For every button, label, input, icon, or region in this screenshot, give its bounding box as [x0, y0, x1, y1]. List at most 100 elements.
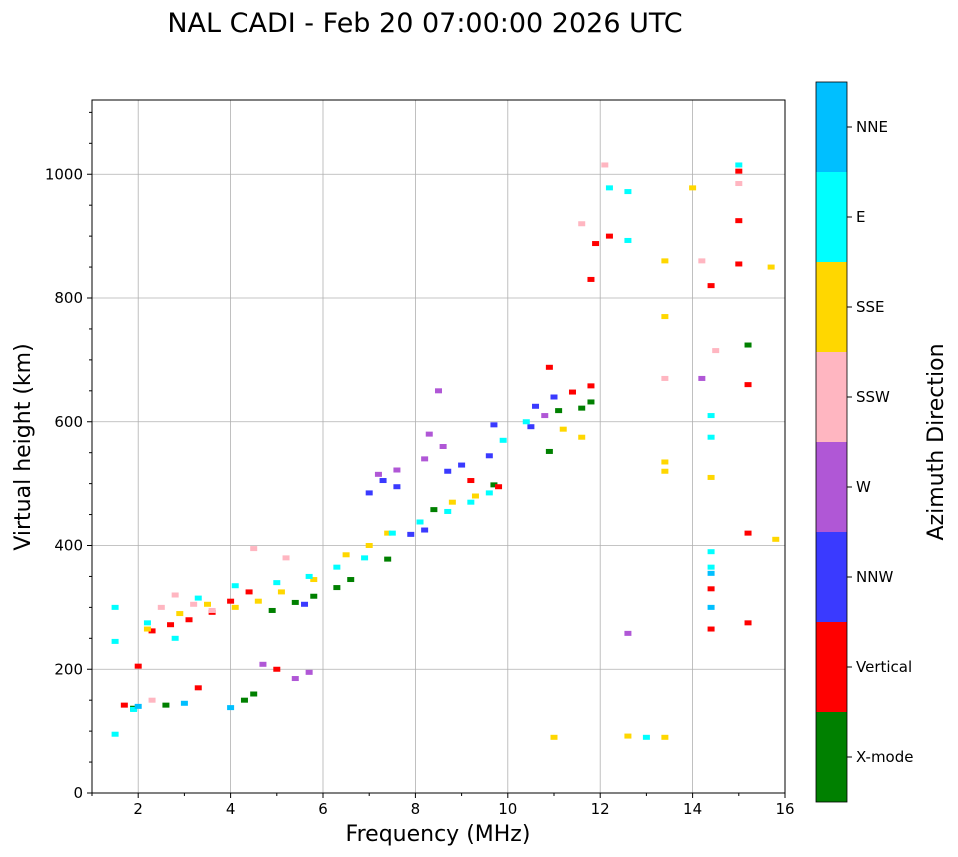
echo-point	[545, 448, 553, 454]
echo-point	[661, 258, 669, 264]
y-tick-label: 200	[54, 660, 83, 678]
plot-frame	[91, 99, 786, 794]
echo-point	[467, 478, 475, 484]
echo-point	[527, 424, 535, 430]
echo-point	[624, 733, 632, 739]
colorbar-tick-label: SSE	[856, 298, 885, 316]
echo-point	[458, 462, 466, 468]
series-nnw	[301, 394, 558, 607]
echo-point	[134, 663, 142, 669]
echo-point	[111, 731, 119, 737]
echo-point	[772, 536, 780, 542]
echo-point	[167, 622, 175, 628]
chart-title: NAL CADI - Feb 20 07:00:00 2026 UTC	[167, 8, 682, 39]
echo-point	[490, 482, 498, 488]
colorbar-label: Azimuth Direction	[924, 343, 949, 540]
echo-point	[707, 434, 715, 440]
colorbar-tick-label: NNW	[856, 568, 893, 586]
echo-point	[148, 697, 156, 703]
series-nne	[134, 570, 715, 711]
colorbar-segment	[816, 442, 847, 532]
echo-point	[333, 585, 341, 591]
echo-point	[208, 607, 216, 613]
echo-point	[194, 685, 202, 691]
echo-point	[587, 383, 595, 389]
echo-point	[744, 530, 752, 536]
echo-point	[259, 661, 267, 667]
series-ssw	[148, 162, 743, 703]
echo-point	[245, 589, 253, 595]
series-vertical	[120, 168, 752, 708]
colorbar-segment	[816, 82, 847, 172]
echo-point	[333, 564, 341, 570]
echo-point	[231, 604, 239, 610]
echo-point	[171, 592, 179, 598]
echo-point	[550, 734, 558, 740]
echo-point	[735, 168, 743, 174]
series-w	[259, 375, 706, 682]
echo-point	[282, 555, 290, 561]
echo-point	[435, 388, 442, 394]
echo-point	[661, 734, 669, 740]
echo-point	[707, 626, 715, 632]
series-sse	[143, 185, 780, 740]
echo-point	[342, 552, 350, 558]
echo-point	[143, 626, 151, 632]
echo-point	[185, 617, 193, 623]
echo-point	[190, 601, 198, 607]
echo-point	[393, 484, 401, 490]
echo-point	[194, 595, 202, 601]
x-tick-label: 14	[683, 800, 702, 818]
colorbar-segment	[816, 622, 847, 712]
echo-point	[698, 258, 706, 264]
echo-point	[545, 364, 553, 370]
series-e	[111, 162, 743, 740]
echo-point	[273, 666, 281, 672]
echo-point	[143, 620, 151, 626]
echo-point	[240, 697, 248, 703]
echo-point	[157, 604, 165, 610]
echo-point	[305, 669, 313, 675]
echo-marks	[111, 162, 780, 740]
grid-lines	[92, 100, 785, 793]
y-tick-label: 400	[54, 537, 83, 555]
echo-point	[291, 599, 299, 605]
x-tick-label: 4	[226, 800, 236, 818]
echo-point	[250, 546, 258, 552]
echo-point	[374, 471, 382, 477]
echo-point	[541, 413, 549, 419]
echo-point	[605, 233, 613, 239]
echo-point	[707, 549, 715, 555]
echo-point	[430, 507, 438, 513]
echo-point	[379, 478, 387, 484]
echo-point	[624, 189, 632, 195]
y-axis-ticks: 0 200 400 600 800 1000	[45, 111, 92, 802]
x-tick-label: 16	[775, 800, 794, 818]
y-tick-label: 1000	[45, 165, 83, 183]
echo-point	[624, 237, 632, 243]
colorbar-segment	[816, 352, 847, 442]
colorbar-tick-label: X-mode	[856, 748, 913, 766]
echo-point	[642, 734, 650, 740]
colorbar-tick-label: Vertical	[856, 658, 912, 676]
x-tick-label: 8	[411, 800, 421, 818]
echo-point	[448, 499, 456, 505]
echo-point	[204, 601, 211, 607]
colorbar-segment	[816, 172, 847, 262]
echo-point	[578, 434, 586, 440]
echo-point	[111, 638, 119, 644]
echo-point	[347, 577, 355, 583]
echo-point	[735, 261, 743, 267]
echo-point	[467, 499, 475, 505]
x-tick-label: 12	[591, 800, 610, 818]
echo-point	[471, 493, 479, 499]
echo-point	[661, 468, 669, 474]
echo-point	[587, 399, 595, 405]
echo-point	[393, 467, 401, 473]
echo-point	[388, 530, 396, 536]
echo-point	[130, 706, 138, 712]
colorbar-tick-label: SSW	[856, 388, 890, 406]
echo-point	[624, 630, 632, 636]
echo-point	[421, 456, 429, 462]
echo-point	[707, 604, 715, 610]
